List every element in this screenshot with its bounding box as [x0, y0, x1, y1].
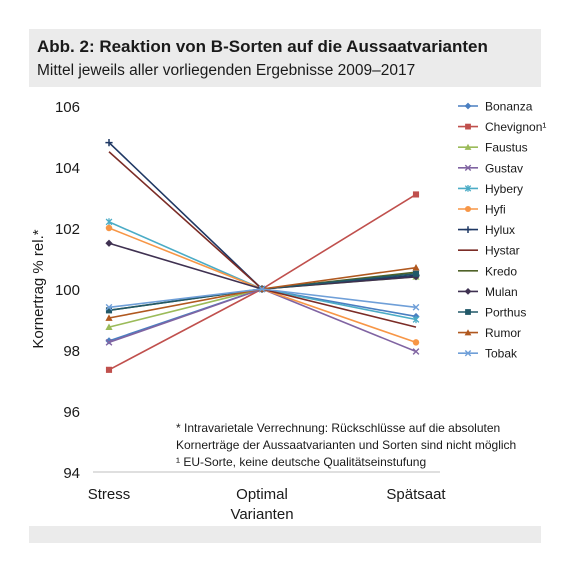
legend-marker	[464, 185, 472, 192]
y-axis-label: Kornertrag % rel.*	[30, 229, 47, 348]
legend-marker	[464, 164, 472, 172]
data-point	[412, 339, 420, 346]
y-tick-label: 94	[63, 465, 80, 482]
data-point	[105, 314, 113, 321]
data-point	[412, 264, 420, 271]
x-tick-label: Optimal	[236, 486, 288, 503]
legend-label: Gustav	[485, 161, 523, 175]
legend-label: Hylux	[485, 223, 515, 237]
legend-marker	[465, 123, 471, 130]
y-tick-label: 104	[55, 160, 80, 177]
y-tick-label: 98	[63, 343, 80, 360]
footnote-line: * Intravarietale Verrechnung: Rückschlüs…	[176, 421, 501, 435]
x-tick-label: Stress	[88, 486, 131, 503]
y-tick-label: 96	[63, 404, 80, 421]
footnote-line: ¹ EU-Sorte, keine deutsche Qualitätseins…	[176, 455, 427, 469]
data-point	[105, 366, 113, 373]
legend-marker	[465, 309, 471, 315]
x-axis-label: Varianten	[230, 506, 293, 523]
data-point	[105, 239, 113, 247]
x-tick-label: Spätsaat	[386, 486, 446, 503]
legend-label: Kredo	[485, 264, 517, 278]
data-point	[105, 218, 113, 226]
legend-marker	[464, 205, 472, 213]
data-point	[105, 139, 113, 147]
legend-label: Tobak	[485, 347, 518, 361]
data-point	[105, 339, 113, 346]
legend-label: Hybery	[485, 182, 523, 196]
y-tick-label: 106	[55, 99, 80, 116]
data-point	[105, 307, 113, 314]
legend-marker	[464, 226, 472, 233]
legend-label: Hystar	[485, 244, 520, 258]
legend-label: Bonanza	[485, 100, 533, 114]
chart-subtitle: Mittel jeweils aller vorliegenden Ergebn…	[37, 62, 416, 79]
series-line	[108, 151, 417, 328]
legend-label: Rumor	[485, 326, 521, 340]
legend-marker	[464, 329, 472, 336]
legend-marker	[464, 288, 472, 295]
data-point	[105, 224, 113, 232]
legend-marker	[464, 349, 472, 357]
data-point	[105, 323, 113, 331]
series-line	[108, 142, 417, 290]
legend-marker	[464, 102, 472, 110]
footer-band	[29, 526, 541, 543]
legend-label: Faustus	[485, 141, 528, 155]
legend-label: Hyfi	[485, 203, 506, 217]
data-point	[412, 270, 420, 277]
chart-title: Abb. 2: Reaktion von B-Sorten auf die Au…	[37, 37, 488, 56]
data-point	[105, 337, 113, 345]
data-point	[412, 315, 420, 324]
series-line	[108, 288, 417, 353]
series-line	[108, 193, 417, 371]
header-band	[29, 29, 541, 87]
series-line	[108, 221, 417, 321]
data-point	[258, 285, 266, 293]
footnote-line: Kornerträge der Aussaatvarianten und Sor…	[176, 438, 517, 452]
data-point	[105, 303, 113, 311]
series-line	[108, 242, 417, 290]
legend-label: Chevignon¹	[485, 120, 546, 134]
data-point	[412, 303, 420, 311]
y-tick-label: 100	[55, 282, 80, 299]
data-point	[412, 191, 420, 198]
y-tick-label: 102	[55, 221, 80, 238]
footnote-block: * Intravarietale Verrechnung: Rückschlüs…	[176, 420, 516, 471]
legend-label: Mulan	[485, 285, 518, 299]
legend-marker	[464, 143, 472, 150]
legend-label: Porthus	[485, 306, 526, 320]
data-point	[412, 348, 420, 355]
